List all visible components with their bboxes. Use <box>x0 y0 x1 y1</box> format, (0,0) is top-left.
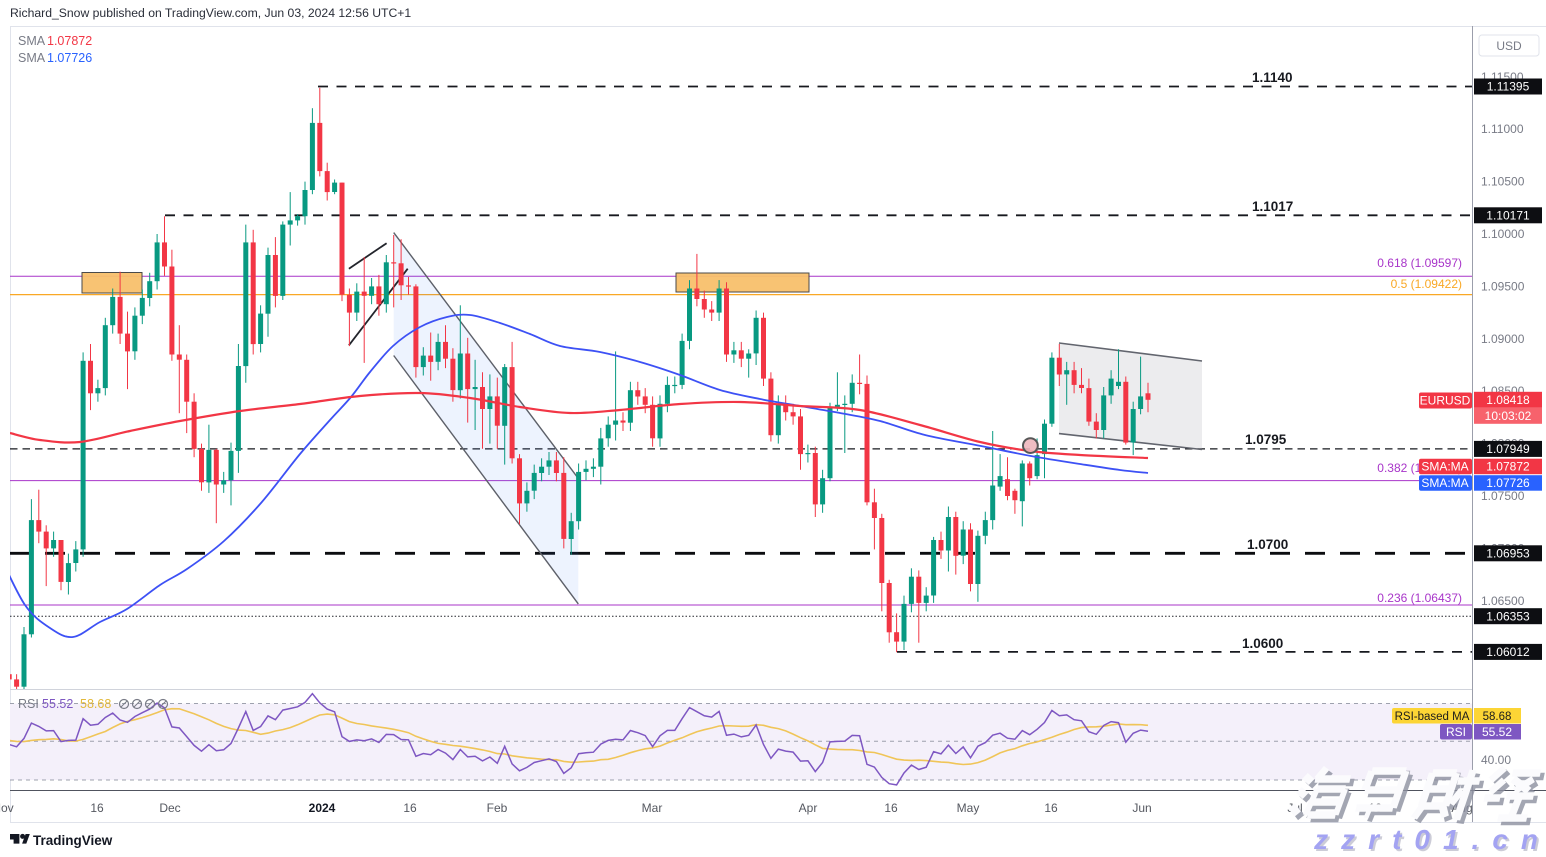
svg-text:58.68: 58.68 <box>1483 711 1512 723</box>
svg-text:SMA: SMA <box>18 34 46 48</box>
svg-text:16: 16 <box>884 801 898 815</box>
svg-text:1.1140: 1.1140 <box>1252 70 1293 85</box>
svg-text:RSI: RSI <box>18 697 39 711</box>
svg-text:SMA: SMA <box>18 51 46 65</box>
svg-text:1.11395: 1.11395 <box>1487 80 1530 94</box>
svg-text:16: 16 <box>90 801 104 815</box>
svg-text:May: May <box>957 801 980 815</box>
svg-text:1.07726: 1.07726 <box>1486 476 1530 490</box>
svg-text:SMA:MA: SMA:MA <box>1421 460 1468 474</box>
svg-text:1.06353: 1.06353 <box>1486 609 1530 623</box>
svg-text:1.10500: 1.10500 <box>1481 175 1525 189</box>
svg-text:0.618 (1.09597): 0.618 (1.09597) <box>1377 256 1462 270</box>
svg-text:RSI-based MA: RSI-based MA <box>1395 711 1470 723</box>
svg-text:EURUSD: EURUSD <box>1420 394 1471 408</box>
svg-text:1.07726: 1.07726 <box>47 51 92 65</box>
svg-text:1.10000: 1.10000 <box>1481 227 1525 241</box>
svg-text:Mar: Mar <box>642 801 663 815</box>
svg-text:1.06012: 1.06012 <box>1486 645 1530 659</box>
svg-text:1.09000: 1.09000 <box>1481 332 1525 346</box>
svg-text:1.0795: 1.0795 <box>1245 432 1287 447</box>
svg-text:TradingView: TradingView <box>33 833 113 848</box>
svg-text:1.06953: 1.06953 <box>1486 547 1530 561</box>
svg-text:1.11000: 1.11000 <box>1481 122 1524 136</box>
svg-text:58.68: 58.68 <box>80 697 111 711</box>
svg-text:zzrt01.cn: zzrt01.cn <box>1313 824 1546 855</box>
svg-text:2024: 2024 <box>309 801 336 815</box>
svg-text:RSI: RSI <box>1446 725 1466 739</box>
svg-text:Richard_Snow published on Trad: Richard_Snow published on TradingView.co… <box>10 6 411 20</box>
svg-text:1.0600: 1.0600 <box>1242 636 1283 651</box>
svg-text:USD: USD <box>1496 39 1522 53</box>
svg-text:55.52: 55.52 <box>1482 725 1512 739</box>
svg-text:Nov: Nov <box>0 801 14 815</box>
svg-text:1.07872: 1.07872 <box>1486 460 1530 474</box>
svg-text:1.10171: 1.10171 <box>1486 209 1530 223</box>
svg-text:1.09500: 1.09500 <box>1481 279 1525 293</box>
svg-text:10:03:02: 10:03:02 <box>1485 409 1532 423</box>
svg-text:0.236 (1.06437): 0.236 (1.06437) <box>1377 591 1462 605</box>
svg-text:Jun: Jun <box>1132 801 1151 815</box>
svg-text:0.5 (1.09422): 0.5 (1.09422) <box>1391 277 1462 291</box>
svg-text:16: 16 <box>1044 801 1058 815</box>
svg-text:Feb: Feb <box>487 801 508 815</box>
svg-text:Apr: Apr <box>799 801 818 815</box>
svg-text:1.07872: 1.07872 <box>47 34 92 48</box>
svg-text:1.06500: 1.06500 <box>1481 594 1525 608</box>
svg-text:1.07500: 1.07500 <box>1481 489 1525 503</box>
svg-text:16: 16 <box>403 801 417 815</box>
svg-text:1.1017: 1.1017 <box>1252 199 1293 214</box>
svg-text:SMA:MA: SMA:MA <box>1421 476 1468 490</box>
svg-text:1.0700: 1.0700 <box>1247 537 1288 552</box>
svg-text:40.00: 40.00 <box>1481 753 1511 767</box>
svg-text:1.07949: 1.07949 <box>1486 442 1530 456</box>
svg-text:55.52: 55.52 <box>42 697 73 711</box>
svg-text:Dec: Dec <box>159 801 180 815</box>
svg-text:zzrt01.cn: zzrt01.cn <box>1315 826 1546 857</box>
svg-text:1.08418: 1.08418 <box>1486 393 1530 407</box>
